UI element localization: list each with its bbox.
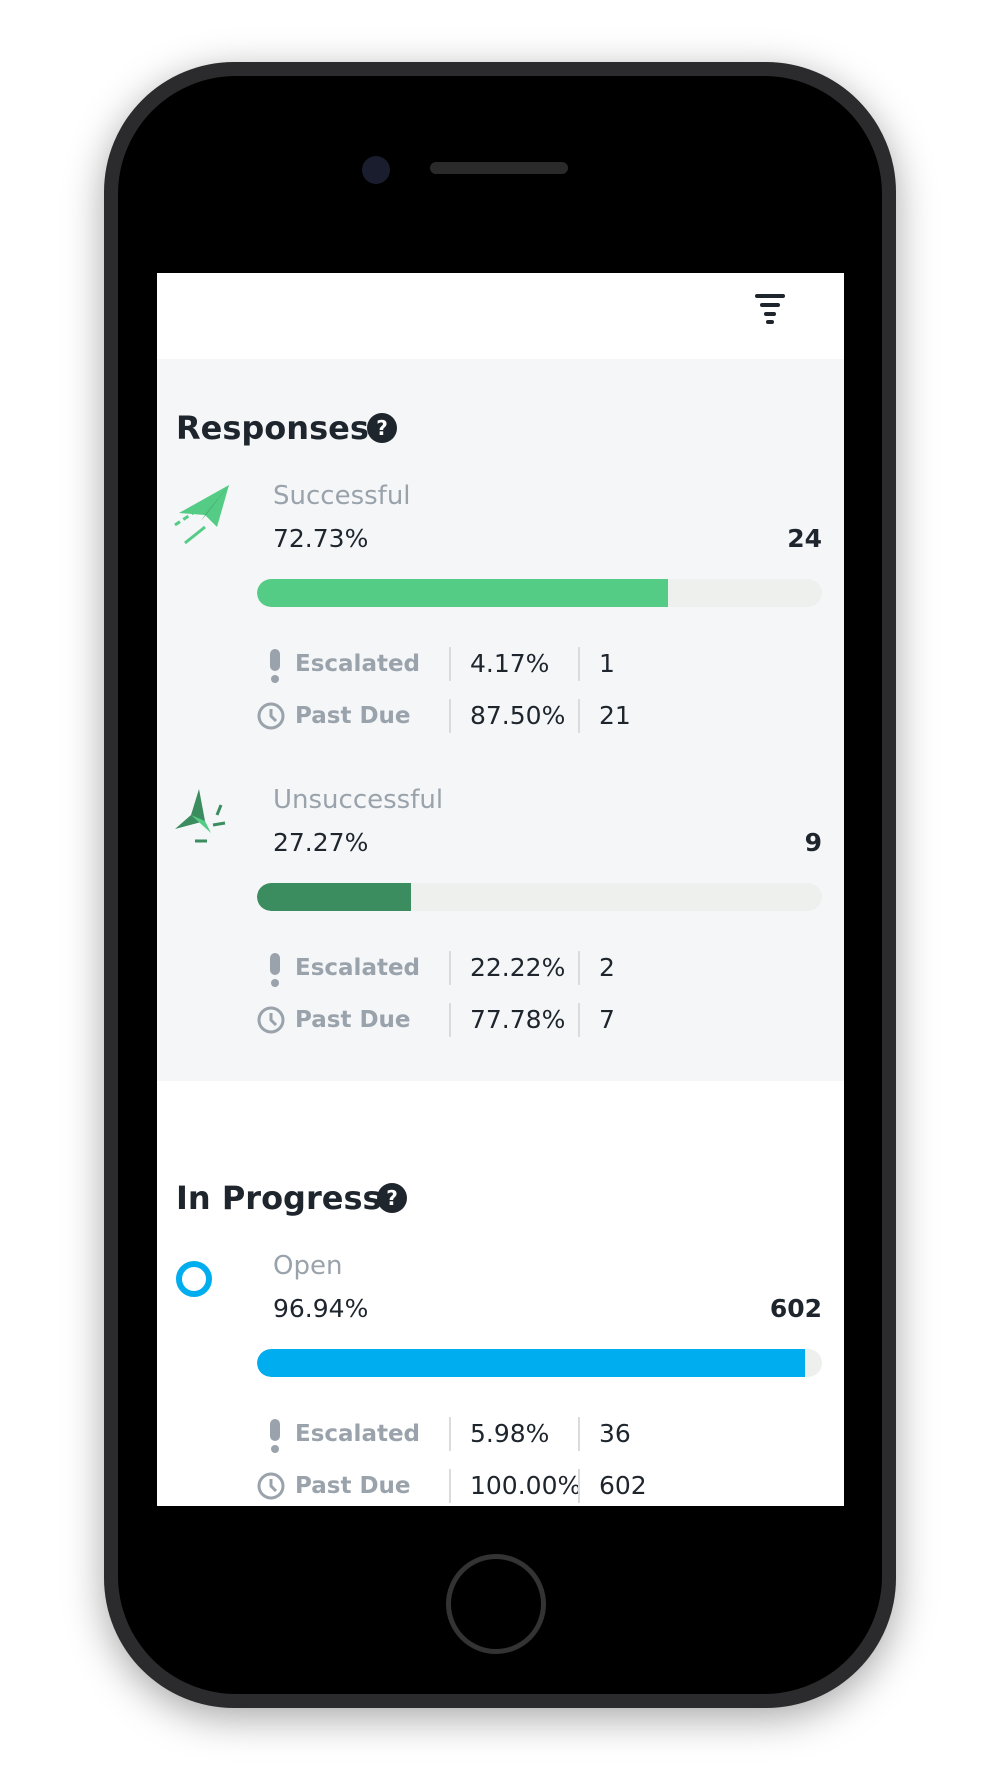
- divider: [578, 951, 580, 985]
- home-button[interactable]: [446, 1554, 546, 1654]
- progress-track: [257, 1349, 822, 1377]
- item-count: 602: [769, 1294, 822, 1323]
- item-percent: 96.94%: [273, 1294, 369, 1323]
- filter-icon[interactable]: [753, 291, 787, 325]
- detail-label: Escalated: [295, 651, 421, 677]
- speaker: [430, 162, 568, 174]
- item-percent: 27.27%: [273, 828, 369, 857]
- detail-label: Escalated: [295, 1421, 421, 1447]
- divider: [578, 1417, 580, 1451]
- item-icon: [175, 789, 226, 843]
- detail-count: 7: [599, 1005, 615, 1034]
- progress-track: [257, 579, 822, 607]
- detail-label: Past Due: [295, 1473, 411, 1499]
- detail-count: 21: [599, 701, 631, 730]
- progress-track: [257, 883, 822, 911]
- detail-percent: 100.00%: [470, 1471, 582, 1500]
- clock-icon: [257, 1006, 285, 1034]
- divider: [449, 1417, 451, 1451]
- section-title: In Progress: [176, 1179, 382, 1217]
- detail-label: Past Due: [295, 1007, 411, 1033]
- item-icon: [176, 1261, 212, 1297]
- clock-icon: [257, 702, 285, 730]
- item-icon: [174, 485, 229, 545]
- item-count: 24: [787, 524, 822, 553]
- item-count: 9: [804, 828, 822, 857]
- detail-count: 36: [599, 1419, 631, 1448]
- detail-percent: 22.22%: [470, 953, 566, 982]
- item-label: Successful: [273, 481, 411, 511]
- detail-count: 602: [599, 1471, 647, 1500]
- progress-fill: [257, 1349, 805, 1377]
- divider: [449, 699, 451, 733]
- section-title: Responses: [176, 409, 369, 447]
- progress-fill: [257, 579, 668, 607]
- divider: [578, 699, 580, 733]
- item-label: Unsuccessful: [273, 785, 444, 815]
- item-percent: 72.73%: [273, 524, 369, 553]
- divider: [449, 951, 451, 985]
- divider: [449, 1003, 451, 1037]
- clock-icon: [257, 1472, 285, 1500]
- divider: [449, 1469, 451, 1503]
- detail-percent: 4.17%: [470, 649, 550, 678]
- detail-percent: 77.78%: [470, 1005, 566, 1034]
- detail-label: Escalated: [295, 955, 421, 981]
- detail-label: Past Due: [295, 703, 411, 729]
- divider: [449, 647, 451, 681]
- detail-percent: 87.50%: [470, 701, 566, 730]
- escalated-icon: [270, 1419, 280, 1453]
- help-icon[interactable]: ?: [377, 1183, 407, 1213]
- item-label: Open: [273, 1251, 343, 1281]
- screen: Responses? Successful 72.73% 24 Escalated 4.1…: [157, 273, 844, 1506]
- divider: [578, 1469, 580, 1503]
- detail-count: 1: [599, 649, 615, 678]
- escalated-icon: [270, 649, 280, 683]
- progress-fill: [257, 883, 412, 911]
- detail-percent: 5.98%: [470, 1419, 550, 1448]
- divider: [578, 1003, 580, 1037]
- detail-count: 2: [599, 953, 615, 982]
- escalated-icon: [270, 953, 280, 987]
- help-icon[interactable]: ?: [367, 413, 397, 443]
- divider: [578, 647, 580, 681]
- camera: [362, 156, 390, 184]
